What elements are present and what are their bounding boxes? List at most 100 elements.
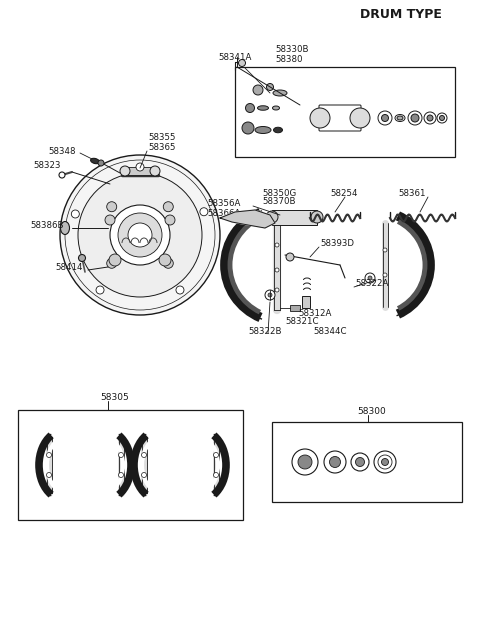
Circle shape [65, 160, 215, 310]
Text: 58322B: 58322B [248, 326, 281, 336]
Circle shape [105, 215, 115, 225]
Text: 58393D: 58393D [320, 239, 354, 248]
Text: 58380: 58380 [275, 54, 302, 64]
Ellipse shape [273, 90, 287, 96]
Circle shape [374, 451, 396, 473]
Bar [125, 167, 155, 175]
Circle shape [176, 286, 184, 294]
Text: 58414: 58414 [55, 264, 83, 272]
Ellipse shape [395, 114, 405, 121]
Bar [302, 296, 310, 308]
Circle shape [382, 459, 388, 466]
Text: 58356A: 58356A [207, 199, 240, 209]
Circle shape [107, 258, 117, 268]
Circle shape [383, 273, 387, 277]
Text: 58386B: 58386B [30, 221, 63, 231]
Text: 58330B: 58330B [275, 46, 309, 54]
Circle shape [383, 248, 387, 252]
Circle shape [253, 85, 263, 95]
Bar [272, 422, 462, 502]
Circle shape [266, 84, 274, 91]
Circle shape [239, 59, 245, 66]
Circle shape [275, 268, 279, 272]
Circle shape [437, 113, 447, 123]
Circle shape [120, 166, 130, 176]
Circle shape [60, 155, 220, 315]
Circle shape [136, 163, 144, 171]
Text: 58355: 58355 [148, 134, 176, 142]
Circle shape [128, 223, 152, 247]
Circle shape [368, 276, 372, 280]
Circle shape [150, 166, 160, 176]
Text: 58254: 58254 [330, 189, 358, 198]
Circle shape [266, 211, 278, 223]
Circle shape [72, 210, 79, 218]
FancyBboxPatch shape [319, 105, 361, 131]
Circle shape [118, 213, 162, 257]
Text: 58341A: 58341A [218, 52, 252, 61]
Text: 58300: 58300 [357, 408, 386, 416]
Circle shape [59, 172, 65, 178]
Text: 58323: 58323 [33, 161, 60, 171]
Circle shape [275, 243, 279, 247]
Circle shape [242, 122, 254, 134]
Circle shape [79, 254, 85, 261]
Circle shape [378, 455, 392, 469]
Text: 58344C: 58344C [313, 326, 347, 336]
Circle shape [350, 108, 370, 128]
Circle shape [47, 472, 51, 478]
Circle shape [286, 253, 294, 261]
Bar [272, 210, 317, 225]
Bar [290, 305, 300, 311]
Circle shape [78, 173, 202, 297]
Text: 58312A: 58312A [298, 309, 331, 318]
Bar [18, 410, 243, 520]
Circle shape [411, 114, 419, 122]
Ellipse shape [255, 126, 271, 134]
Circle shape [424, 112, 436, 124]
Circle shape [96, 286, 104, 294]
Text: 58361: 58361 [398, 189, 425, 198]
Ellipse shape [257, 106, 268, 110]
Text: 58348: 58348 [48, 148, 75, 156]
Circle shape [329, 456, 340, 468]
Circle shape [351, 453, 369, 471]
Polygon shape [220, 210, 275, 228]
Circle shape [275, 288, 279, 292]
Circle shape [440, 116, 444, 121]
Circle shape [265, 290, 275, 300]
Text: 58350G: 58350G [262, 189, 296, 198]
Circle shape [119, 472, 123, 478]
Text: 58305: 58305 [100, 394, 129, 402]
Ellipse shape [91, 158, 99, 164]
Bar [235, 67, 455, 157]
Text: 58366A: 58366A [207, 209, 240, 217]
Circle shape [163, 258, 173, 268]
Ellipse shape [60, 221, 70, 234]
Circle shape [119, 452, 123, 458]
Circle shape [163, 202, 173, 212]
Ellipse shape [273, 106, 279, 110]
Text: 58370B: 58370B [262, 198, 296, 206]
Text: 58321C: 58321C [285, 318, 319, 326]
Circle shape [110, 205, 170, 265]
Circle shape [47, 452, 51, 458]
Text: 58365: 58365 [148, 142, 176, 151]
Circle shape [214, 452, 218, 458]
Circle shape [292, 449, 318, 475]
Circle shape [310, 108, 330, 128]
Ellipse shape [274, 127, 283, 132]
Circle shape [427, 115, 433, 121]
Circle shape [142, 452, 146, 458]
Circle shape [159, 254, 171, 266]
Ellipse shape [397, 116, 403, 120]
Text: 58322A: 58322A [355, 279, 388, 288]
Circle shape [109, 254, 121, 266]
Circle shape [142, 472, 146, 478]
Circle shape [378, 111, 392, 125]
Circle shape [365, 273, 375, 283]
Circle shape [408, 111, 422, 125]
Circle shape [98, 160, 104, 166]
Circle shape [165, 215, 175, 225]
Circle shape [245, 104, 254, 112]
